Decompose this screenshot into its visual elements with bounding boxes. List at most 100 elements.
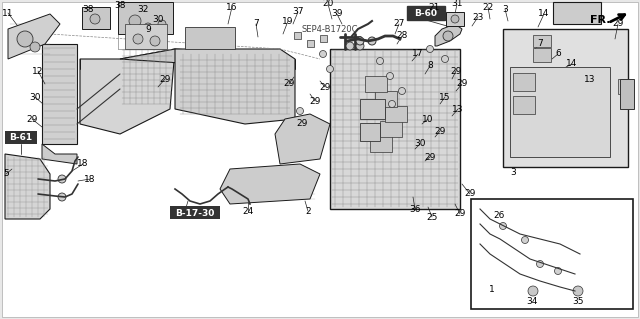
- Circle shape: [376, 57, 383, 64]
- Circle shape: [356, 37, 364, 45]
- Circle shape: [319, 50, 326, 57]
- Bar: [533, 35, 551, 47]
- Text: 22: 22: [483, 3, 493, 11]
- Text: 23: 23: [472, 12, 484, 21]
- Polygon shape: [220, 164, 320, 204]
- Text: 12: 12: [32, 66, 44, 76]
- Bar: [533, 48, 551, 62]
- Circle shape: [150, 36, 160, 46]
- Circle shape: [326, 65, 333, 72]
- Bar: [375, 91, 397, 107]
- Text: 8: 8: [427, 62, 433, 70]
- Circle shape: [90, 14, 100, 24]
- Circle shape: [133, 34, 143, 44]
- Text: 37: 37: [292, 8, 304, 17]
- Bar: [513, 96, 535, 114]
- Circle shape: [144, 23, 152, 31]
- Text: 27: 27: [394, 19, 404, 28]
- Bar: [620, 79, 634, 109]
- Text: 3: 3: [510, 168, 516, 177]
- Text: 20: 20: [323, 0, 333, 9]
- Bar: [330, 49, 460, 209]
- Text: 5: 5: [3, 169, 9, 179]
- Circle shape: [387, 72, 394, 79]
- Circle shape: [426, 46, 433, 53]
- Text: 38: 38: [83, 4, 93, 13]
- Text: 28: 28: [396, 32, 408, 41]
- Circle shape: [573, 286, 583, 296]
- Text: 29: 29: [435, 127, 445, 136]
- Text: 38: 38: [115, 1, 125, 10]
- Bar: [407, 6, 445, 20]
- Bar: [125, 149, 235, 209]
- Text: 29: 29: [159, 75, 171, 84]
- Bar: [5, 131, 37, 144]
- Text: SEP4-B1720C: SEP4-B1720C: [301, 25, 358, 33]
- Bar: [118, 2, 173, 34]
- Bar: [307, 40, 314, 47]
- Bar: [320, 34, 475, 219]
- Polygon shape: [42, 144, 77, 164]
- Circle shape: [442, 56, 449, 63]
- Text: 36: 36: [409, 204, 420, 213]
- Circle shape: [17, 31, 33, 47]
- Text: 18: 18: [77, 160, 89, 168]
- Circle shape: [58, 175, 66, 183]
- Text: 1: 1: [489, 285, 495, 293]
- Bar: [471, 199, 633, 309]
- Text: 13: 13: [584, 75, 596, 84]
- Circle shape: [528, 286, 538, 296]
- Circle shape: [356, 42, 364, 50]
- Polygon shape: [5, 154, 50, 219]
- Text: 29: 29: [454, 210, 466, 219]
- Text: 19: 19: [282, 17, 294, 26]
- Bar: [510, 67, 610, 157]
- Circle shape: [536, 261, 543, 268]
- Text: 29: 29: [284, 79, 294, 88]
- Circle shape: [30, 42, 40, 52]
- Bar: [320, 35, 327, 42]
- Text: 24: 24: [243, 206, 253, 216]
- Circle shape: [368, 37, 376, 45]
- Text: 11: 11: [3, 9, 13, 18]
- Text: 14: 14: [538, 10, 550, 19]
- Bar: [170, 206, 220, 219]
- Polygon shape: [8, 14, 60, 59]
- Text: 39: 39: [332, 10, 343, 19]
- Bar: [553, 2, 601, 24]
- Text: 15: 15: [439, 93, 451, 101]
- Circle shape: [346, 42, 354, 50]
- Circle shape: [443, 31, 453, 41]
- Text: 7: 7: [537, 40, 543, 48]
- Text: 29: 29: [456, 79, 468, 88]
- Circle shape: [129, 15, 141, 27]
- Text: 29: 29: [451, 66, 461, 76]
- Text: 32: 32: [138, 5, 148, 14]
- Bar: [294, 32, 301, 39]
- Text: 3: 3: [502, 4, 508, 13]
- Polygon shape: [275, 114, 330, 164]
- Circle shape: [499, 222, 506, 229]
- Text: 29: 29: [319, 83, 331, 92]
- Text: 30: 30: [414, 139, 426, 149]
- Bar: [618, 79, 624, 94]
- Bar: [365, 76, 387, 92]
- Bar: [380, 121, 402, 137]
- Circle shape: [451, 15, 459, 23]
- Text: 34: 34: [526, 296, 538, 306]
- Text: 31: 31: [451, 0, 463, 9]
- Polygon shape: [175, 49, 295, 124]
- Text: 25: 25: [426, 212, 438, 221]
- Text: FR.: FR.: [589, 15, 611, 25]
- Bar: [82, 7, 110, 29]
- Text: 10: 10: [422, 115, 434, 123]
- Bar: [370, 136, 392, 152]
- Bar: [446, 12, 464, 26]
- Circle shape: [158, 20, 166, 28]
- Text: 9: 9: [145, 25, 151, 33]
- Text: B-61: B-61: [10, 133, 33, 143]
- Text: 29: 29: [424, 152, 436, 161]
- Text: 29: 29: [296, 120, 308, 129]
- Text: 29: 29: [464, 189, 476, 198]
- Bar: [360, 99, 385, 119]
